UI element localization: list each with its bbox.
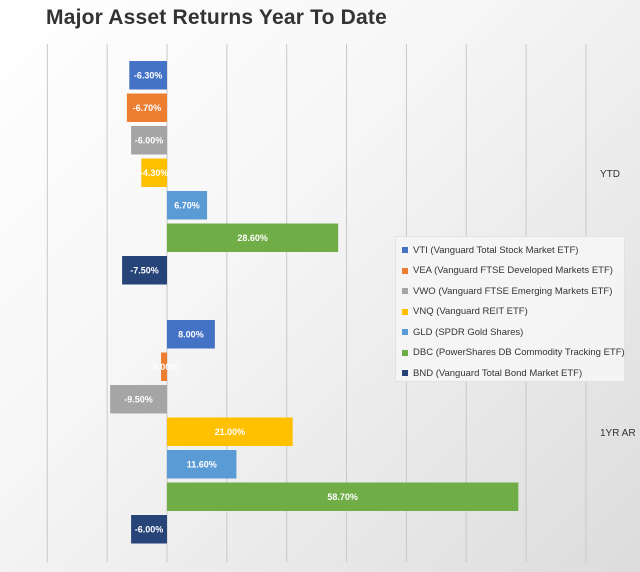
data-label: 11.60% xyxy=(187,459,217,469)
legend-entry: BND (Vanguard Total Bond Market ETF) xyxy=(402,363,624,384)
data-label: 6.70% xyxy=(174,200,200,210)
data-label: -6.70% xyxy=(133,103,162,113)
legend-swatch xyxy=(402,329,408,336)
category-label: 1YR AR xyxy=(600,428,636,439)
legend-swatch xyxy=(402,267,408,274)
bars xyxy=(110,61,519,544)
data-label: 8.00% xyxy=(178,329,204,339)
bar xyxy=(131,126,167,155)
category-labels: YTD 1YR AR xyxy=(600,169,636,439)
chart-title: Major Asset Returns Year To Date xyxy=(46,6,387,29)
legend-label: DBC (PowerShares DB Commodity Tracking E… xyxy=(413,347,625,359)
category-label: YTD xyxy=(600,169,620,180)
bar xyxy=(122,256,167,285)
data-label: -6.00% xyxy=(135,135,164,145)
legend-label: VTI (Vanguard Total Stock Market ETF) xyxy=(413,244,579,256)
bar xyxy=(110,385,167,414)
legend-label: VNQ (Vanguard REIT ETF) xyxy=(413,306,528,318)
data-label: -4.30% xyxy=(140,168,169,178)
legend-entry: VTI (Vanguard Total Stock Market ETF) xyxy=(402,240,624,261)
legend-entry: VNQ (Vanguard REIT ETF) xyxy=(402,302,624,323)
legend-swatch xyxy=(402,370,408,377)
data-label: 58.70% xyxy=(327,492,358,502)
data-label: -7.50% xyxy=(130,265,159,275)
legend-label: BND (Vanguard Total Bond Market ETF) xyxy=(413,367,583,379)
data-label: -9.50% xyxy=(124,394,153,404)
bar xyxy=(167,223,339,252)
bar xyxy=(141,158,167,187)
legend-swatch xyxy=(402,247,408,254)
bar xyxy=(126,93,167,122)
legend-entry: GLD (SPDR Gold Shares) xyxy=(402,322,624,343)
bar xyxy=(167,320,215,349)
bar xyxy=(161,352,167,381)
bar xyxy=(167,417,293,446)
bar xyxy=(167,450,237,479)
data-label: -6.30% xyxy=(134,70,163,80)
legend-swatch xyxy=(402,288,408,295)
bar xyxy=(129,61,167,90)
legend-label: VEA (Vanguard FTSE Developed Markets ETF… xyxy=(413,265,613,277)
legend: VTI (Vanguard Total Stock Market ETF) VEA… xyxy=(395,236,625,382)
legend-label: VWO (Vanguard FTSE Emerging Markets ETF) xyxy=(413,285,613,297)
bar xyxy=(131,515,167,544)
legend-swatch xyxy=(402,349,408,356)
data-label: -1.00% xyxy=(150,362,179,372)
legend-swatch xyxy=(402,308,408,315)
data-label: -6.00% xyxy=(135,524,164,534)
data-label: 21.00% xyxy=(215,427,246,437)
bar xyxy=(167,191,208,220)
data-labels: -6.30% -6.70% -6.00% -4.30% 6.70% 28.60% -7.50… xyxy=(124,70,358,534)
legend-entry: VWO (Vanguard FTSE Emerging Markets ETF) xyxy=(402,281,624,302)
data-label: 28.60% xyxy=(237,233,268,243)
legend-entry: VEA (Vanguard FTSE Developed Markets ETF… xyxy=(402,261,624,282)
legend-entry: DBC (PowerShares DB Commodity Tracking E… xyxy=(402,343,625,364)
legend-label: GLD (SPDR Gold Shares) xyxy=(413,326,524,338)
bar xyxy=(167,482,519,511)
